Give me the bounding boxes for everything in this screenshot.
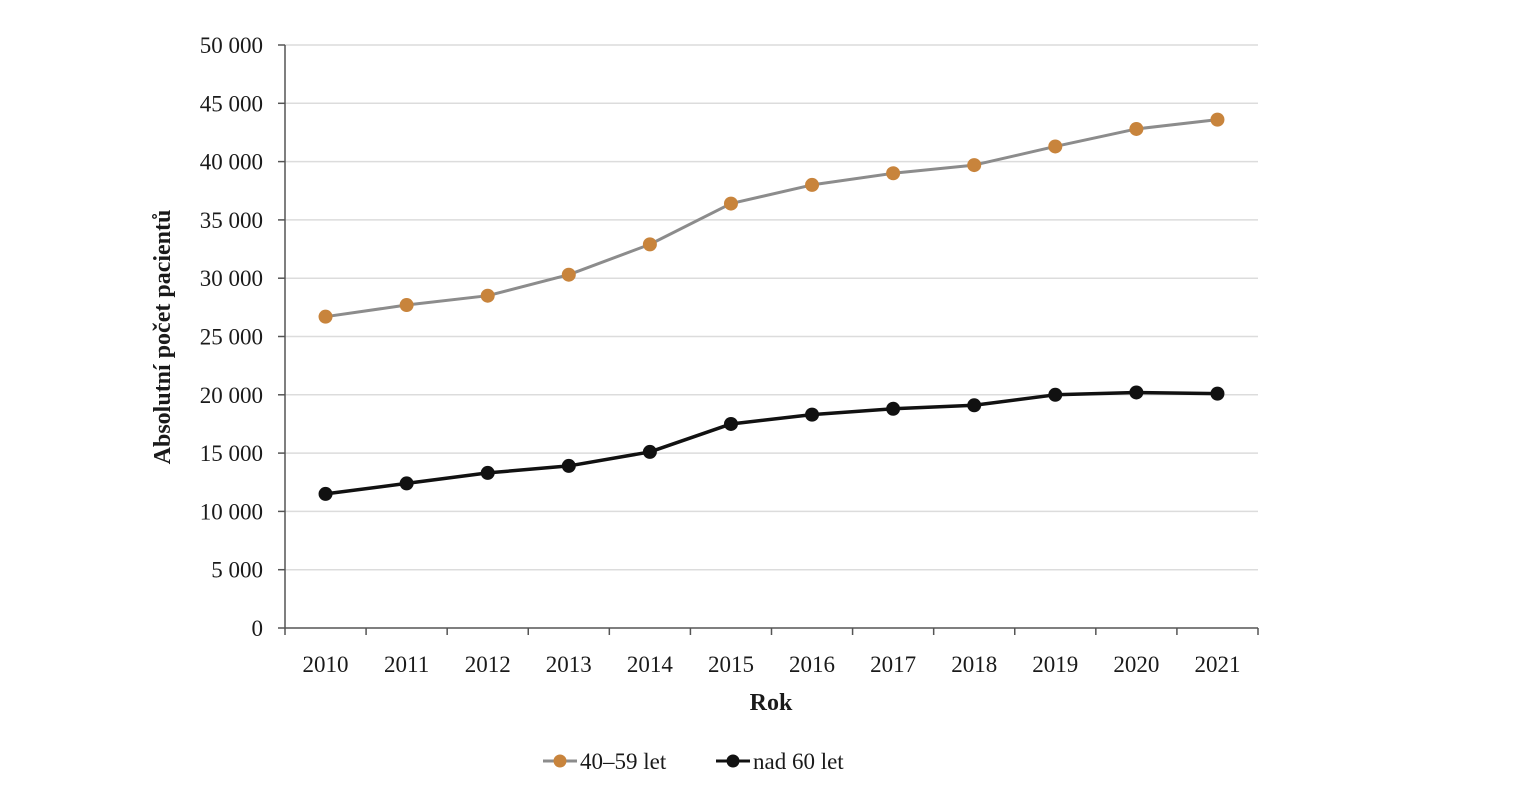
series-line [325, 390, 1218, 496]
data-point [967, 398, 982, 413]
legend-marker [726, 754, 740, 768]
axes [278, 44, 1259, 635]
legend: 40–59 let nad 60 let [543, 749, 844, 774]
x-tick-label: 2020 [1113, 652, 1159, 677]
data-point [318, 309, 333, 324]
x-tick-label: 2018 [951, 652, 997, 677]
x-tick-label: 2011 [384, 652, 429, 677]
x-tick-label: 2017 [870, 652, 916, 677]
y-tick-label: 0 [252, 616, 264, 641]
data-point [399, 476, 414, 491]
x-axis-title: Rok [750, 690, 793, 716]
data-point [805, 177, 820, 192]
legend-item: 40–59 let [543, 749, 667, 774]
x-tick-label: 2014 [627, 652, 674, 677]
legend-label: nad 60 let [753, 749, 844, 774]
data-point [805, 407, 820, 422]
x-tick-label: 2019 [1032, 652, 1078, 677]
data-point [480, 465, 495, 480]
series-2 [318, 385, 1225, 501]
y-tick-label: 20 000 [200, 383, 263, 408]
data-point [1210, 112, 1225, 127]
y-tick-label: 40 000 [200, 150, 263, 175]
data-point [642, 444, 657, 459]
y-tick-label: 5 000 [211, 558, 263, 583]
y-tick-label: 15 000 [200, 441, 263, 466]
y-tick-labels: 0 5 000 10 000 15 000 20 000 25 000 30 000 35 0… [200, 33, 263, 641]
data-point [399, 298, 414, 313]
data-point [1210, 386, 1225, 401]
series-1 [318, 112, 1225, 324]
data-point [1048, 139, 1063, 154]
series [318, 112, 1225, 501]
data-point [967, 158, 982, 173]
data-point [642, 237, 657, 252]
data-point [723, 416, 738, 431]
data-point [886, 401, 901, 416]
x-tick-label: 2012 [465, 652, 511, 677]
x-tick-label: 2021 [1194, 652, 1240, 677]
data-point [1048, 387, 1063, 402]
gridlines [285, 44, 1258, 571]
y-tick-label: 10 000 [200, 499, 263, 524]
legend-marker [553, 754, 567, 768]
data-point [561, 458, 576, 473]
data-point [480, 288, 495, 303]
data-point [1129, 121, 1144, 136]
data-point [561, 267, 576, 282]
data-point [1129, 385, 1144, 400]
x-tick-labels: 2010 2011 2012 2013 2014 2015 2016 2017 2018 2019… [303, 652, 1241, 677]
x-tick-label: 2013 [546, 652, 592, 677]
y-tick-label: 30 000 [200, 266, 263, 291]
legend-label: 40–59 let [580, 749, 667, 774]
y-tick-label: 45 000 [200, 91, 263, 116]
y-tick-label: 50 000 [200, 33, 263, 58]
legend-item: nad 60 let [716, 749, 844, 774]
data-point [723, 196, 738, 211]
x-tick-label: 2010 [303, 652, 349, 677]
y-tick-label: 35 000 [200, 208, 263, 233]
y-tick-label: 25 000 [200, 325, 263, 350]
data-point [318, 486, 333, 501]
data-point [886, 166, 901, 181]
series-line [325, 118, 1218, 319]
x-tick-label: 2016 [789, 652, 835, 677]
y-axis-title: Absolutní počet pacientů [150, 210, 176, 465]
x-tick-label: 2015 [708, 652, 754, 677]
